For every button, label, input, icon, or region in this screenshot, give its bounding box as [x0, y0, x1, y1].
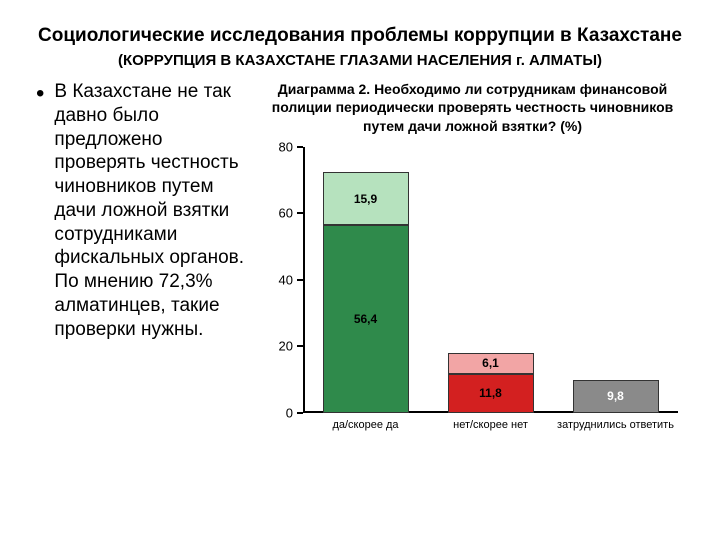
y-tick-label: 0	[286, 405, 293, 420]
bullet-dot-icon: •	[36, 82, 44, 106]
bar-segment: 9,8	[573, 380, 659, 413]
slide: Социологические исследования проблемы ко…	[0, 0, 720, 540]
y-tick	[297, 279, 303, 281]
slide-title-sub: (КОРРУПЦИЯ В КАЗАХСТАНЕ ГЛАЗАМИ НАСЕЛЕНИ…	[36, 51, 684, 71]
bar-segment: 11,8	[448, 374, 534, 413]
chart-title: Диаграмма 2. Необходимо ли сотрудникам ф…	[261, 80, 684, 135]
x-category-label: затруднились ответить	[557, 419, 674, 431]
x-category-label: да/скорее да	[332, 419, 398, 431]
y-tick-label: 20	[279, 339, 293, 354]
bar-segment-label: 9,8	[607, 389, 624, 403]
right-column: Диаграмма 2. Необходимо ли сотрудникам ф…	[261, 80, 684, 475]
y-tick-label: 60	[279, 206, 293, 221]
bar-segment-label: 6,1	[482, 356, 499, 370]
slide-title-main: Социологические исследования проблемы ко…	[36, 24, 684, 49]
x-category-label: нет/скорее нет	[453, 419, 528, 431]
bar-segment: 6,1	[448, 353, 534, 373]
bar-stack: 9,8	[573, 380, 659, 413]
bar-stack: 11,8 6,1	[448, 353, 534, 413]
bar-slot: 56,415,9да/скорее да	[303, 147, 428, 413]
y-tick	[297, 412, 303, 414]
bar-slot: 11,86,1нет/скорее нет	[428, 147, 553, 413]
chart-area: 56,4 15,9 да/скорее да 11,8 6,1 нет/скорее не…	[261, 147, 684, 437]
bar-stack: 56,4 15,9	[323, 172, 409, 412]
bar-slot: 9,8затруднились ответить	[553, 147, 678, 413]
bullet-text: В Казахстане не так давно было предложен…	[54, 80, 251, 341]
bar-segment-label: 15,9	[354, 192, 377, 206]
y-tick	[297, 345, 303, 347]
bar-segment: 56,4	[323, 225, 409, 413]
bar-segment: 15,9	[323, 172, 409, 225]
y-tick-label: 80	[279, 139, 293, 154]
y-tick	[297, 212, 303, 214]
left-column: • В Казахстане не так давно было предлож…	[36, 80, 261, 475]
bar-segment-label: 56,4	[354, 312, 377, 326]
y-tick	[297, 146, 303, 148]
content-row: • В Казахстане не так давно было предлож…	[36, 80, 684, 475]
chart-plot: 56,415,9да/скорее да11,86,1нет/скорее не…	[303, 147, 678, 413]
y-tick-label: 40	[279, 272, 293, 287]
bullet-item: • В Казахстане не так давно было предлож…	[36, 80, 251, 341]
bar-segment-label: 11,8	[479, 386, 502, 400]
bars-container: 56,415,9да/скорее да11,86,1нет/скорее не…	[303, 147, 678, 413]
